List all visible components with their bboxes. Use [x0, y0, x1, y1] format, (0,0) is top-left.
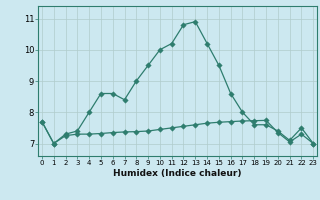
X-axis label: Humidex (Indice chaleur): Humidex (Indice chaleur) — [113, 169, 242, 178]
